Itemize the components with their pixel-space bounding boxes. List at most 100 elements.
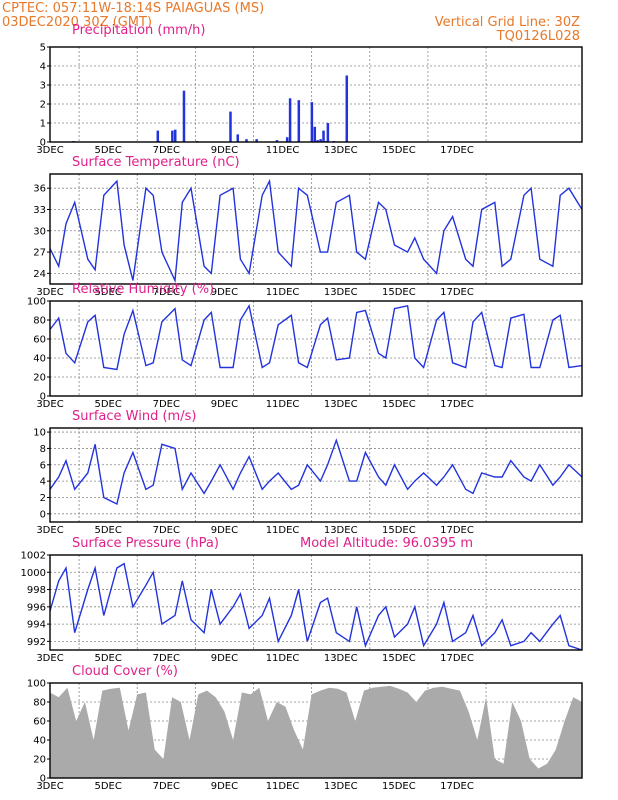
humidity-xtick-label: 5DEC xyxy=(94,399,121,410)
wind-xtick-label: 9DEC xyxy=(211,525,238,536)
pressure-xtick-label: 5DEC xyxy=(94,653,121,664)
temperature-xtick-label: 17DEC xyxy=(440,287,474,298)
temperature-xtick-label: 9DEC xyxy=(211,287,238,298)
pressure-xtick-label: 9DEC xyxy=(211,653,238,664)
humidity-xtick-label: 3DEC xyxy=(36,399,63,410)
pressure-xtick-label: 11DEC xyxy=(266,653,300,664)
temperature-ytick-label: 27 xyxy=(33,248,46,259)
precipitation-bar xyxy=(322,130,325,142)
humidity-xtick-label: 17DEC xyxy=(440,399,474,410)
temperature-ytick-label: 36 xyxy=(33,184,46,195)
wind-ytick-label: 8 xyxy=(40,444,46,455)
humidity-xtick-label: 7DEC xyxy=(153,399,180,410)
precipitation-bar xyxy=(275,140,279,142)
precipitation-bar xyxy=(255,139,258,142)
cloud-cover-xtick-label: 17DEC xyxy=(440,781,474,792)
cloud-cover-xtick-label: 11DEC xyxy=(266,781,300,792)
cloud-cover-area xyxy=(50,685,582,778)
wind-ytick-label: 6 xyxy=(40,460,46,471)
cloud-cover-ytick-label: 20 xyxy=(33,755,46,766)
temperature-frame xyxy=(49,173,583,285)
precipitation-title: Precipitation (mm/h) xyxy=(72,23,205,38)
precipitation-ytick-label: 0 xyxy=(40,138,46,149)
wind-frame xyxy=(49,427,583,523)
temperature-xtick-label: 13DEC xyxy=(324,287,358,298)
precipitation-bar xyxy=(182,90,186,142)
cloud-cover-xtick-label: 5DEC xyxy=(94,781,121,792)
pressure-ytick-label: 1002 xyxy=(21,551,46,562)
pressure-ytick-label: 994 xyxy=(27,620,46,631)
temperature-xtick-label: 15DEC xyxy=(382,287,416,298)
cloud-cover-xtick-label: 9DEC xyxy=(211,781,238,792)
precipitation-bar xyxy=(171,130,174,142)
temperature-panel: Surface Temperature (nC) 24 27 30 33 36 3DEC 5D… xyxy=(33,155,583,298)
precipitation-ytick-label: 3 xyxy=(40,81,46,92)
precipitation-panel: Precipitation (mm/h) 0 1 2 3 4 5 3DEC 5DEC 7DEC 9D… xyxy=(36,23,583,156)
wind-series-line xyxy=(49,438,583,506)
header-grid-line: Vertical Grid Line: 30Z xyxy=(435,15,580,30)
humidity-xtick-label: 9DEC xyxy=(211,399,238,410)
precipitation-bar xyxy=(288,98,292,142)
cloud-cover-xtick-label: 7DEC xyxy=(153,781,180,792)
wind-ytick-label: 2 xyxy=(40,493,46,504)
pressure-series-line xyxy=(49,562,583,651)
cloud-cover-title: Cloud Cover (%) xyxy=(72,664,178,679)
temperature-xtick-label: 3DEC xyxy=(36,287,63,298)
pressure-ytick-label: 996 xyxy=(27,602,46,613)
precipitation-xtick-label: 7DEC xyxy=(153,145,180,156)
precipitation-bar xyxy=(245,139,248,142)
precipitation-bar xyxy=(229,111,232,142)
humidity-ytick-label: 20 xyxy=(33,373,46,384)
precipitation-bar xyxy=(174,129,177,142)
pressure-xtick-label: 3DEC xyxy=(36,653,63,664)
precipitation-frame xyxy=(49,46,583,143)
precipitation-bar xyxy=(310,102,314,142)
cloud-cover-ytick-label: 80 xyxy=(33,698,46,709)
humidity-title: Relative Humidity (%) xyxy=(72,282,214,297)
precipitation-xtick-label: 11DEC xyxy=(266,145,300,156)
precipitation-xtick-label: 15DEC xyxy=(382,145,416,156)
cloud-cover-ytick-label: 100 xyxy=(27,679,46,690)
temperature-ytick-label: 24 xyxy=(33,269,46,280)
pressure-ytick-label: 998 xyxy=(27,585,46,596)
cloud-cover-xtick-label: 13DEC xyxy=(324,781,358,792)
precipitation-ytick-label: 2 xyxy=(40,100,46,111)
precipitation-xtick-label: 3DEC xyxy=(36,145,63,156)
wind-xtick-label: 17DEC xyxy=(440,525,474,536)
humidity-xtick-label: 11DEC xyxy=(266,399,300,410)
humidity-ytick-label: 40 xyxy=(33,354,46,365)
precipitation-bar xyxy=(297,100,301,142)
cloud-cover-xtick-label: 15DEC xyxy=(382,781,416,792)
header-date: 03DEC2020 30Z (GMT) xyxy=(2,15,152,30)
cloud-cover-ytick-label: 0 xyxy=(40,774,46,785)
humidity-series-line xyxy=(49,303,583,371)
pressure-panel: Surface Pressure (hPa) Model Altitude: 96… xyxy=(21,536,583,664)
temperature-title: Surface Temperature (nC) xyxy=(72,155,240,170)
pressure-annotation: Model Altitude: 96.0395 m xyxy=(300,536,473,551)
pressure-xtick-label: 13DEC xyxy=(324,653,358,664)
pressure-xtick-label: 7DEC xyxy=(153,653,180,664)
precipitation-bar xyxy=(236,134,240,142)
wind-xtick-label: 15DEC xyxy=(382,525,416,536)
temperature-ytick-label: 33 xyxy=(33,205,46,216)
humidity-ytick-label: 80 xyxy=(33,316,46,327)
header-location: CPTEC: 057:11W-18:14S PAIAGUAS (MS) xyxy=(2,1,264,16)
cloud-cover-ytick-label: 40 xyxy=(33,736,46,747)
temperature-series-line xyxy=(49,178,583,284)
pressure-title: Surface Pressure (hPa) xyxy=(72,536,219,551)
wind-xtick-label: 11DEC xyxy=(266,525,300,536)
wind-xtick-label: 13DEC xyxy=(324,525,358,536)
precipitation-bar xyxy=(345,75,349,142)
temperature-xtick-label: 7DEC xyxy=(153,287,180,298)
precipitation-bar xyxy=(156,130,160,142)
pressure-ytick-label: 992 xyxy=(27,637,46,648)
wind-xtick-label: 7DEC xyxy=(153,525,180,536)
humidity-ytick-label: 60 xyxy=(33,335,46,346)
header-code: TQ0126L028 xyxy=(496,29,580,44)
wind-title: Surface Wind (m/s) xyxy=(72,409,196,424)
cloud-cover-frame xyxy=(49,682,583,779)
temperature-ytick-label: 30 xyxy=(33,226,46,237)
precipitation-xtick-label: 9DEC xyxy=(211,145,238,156)
